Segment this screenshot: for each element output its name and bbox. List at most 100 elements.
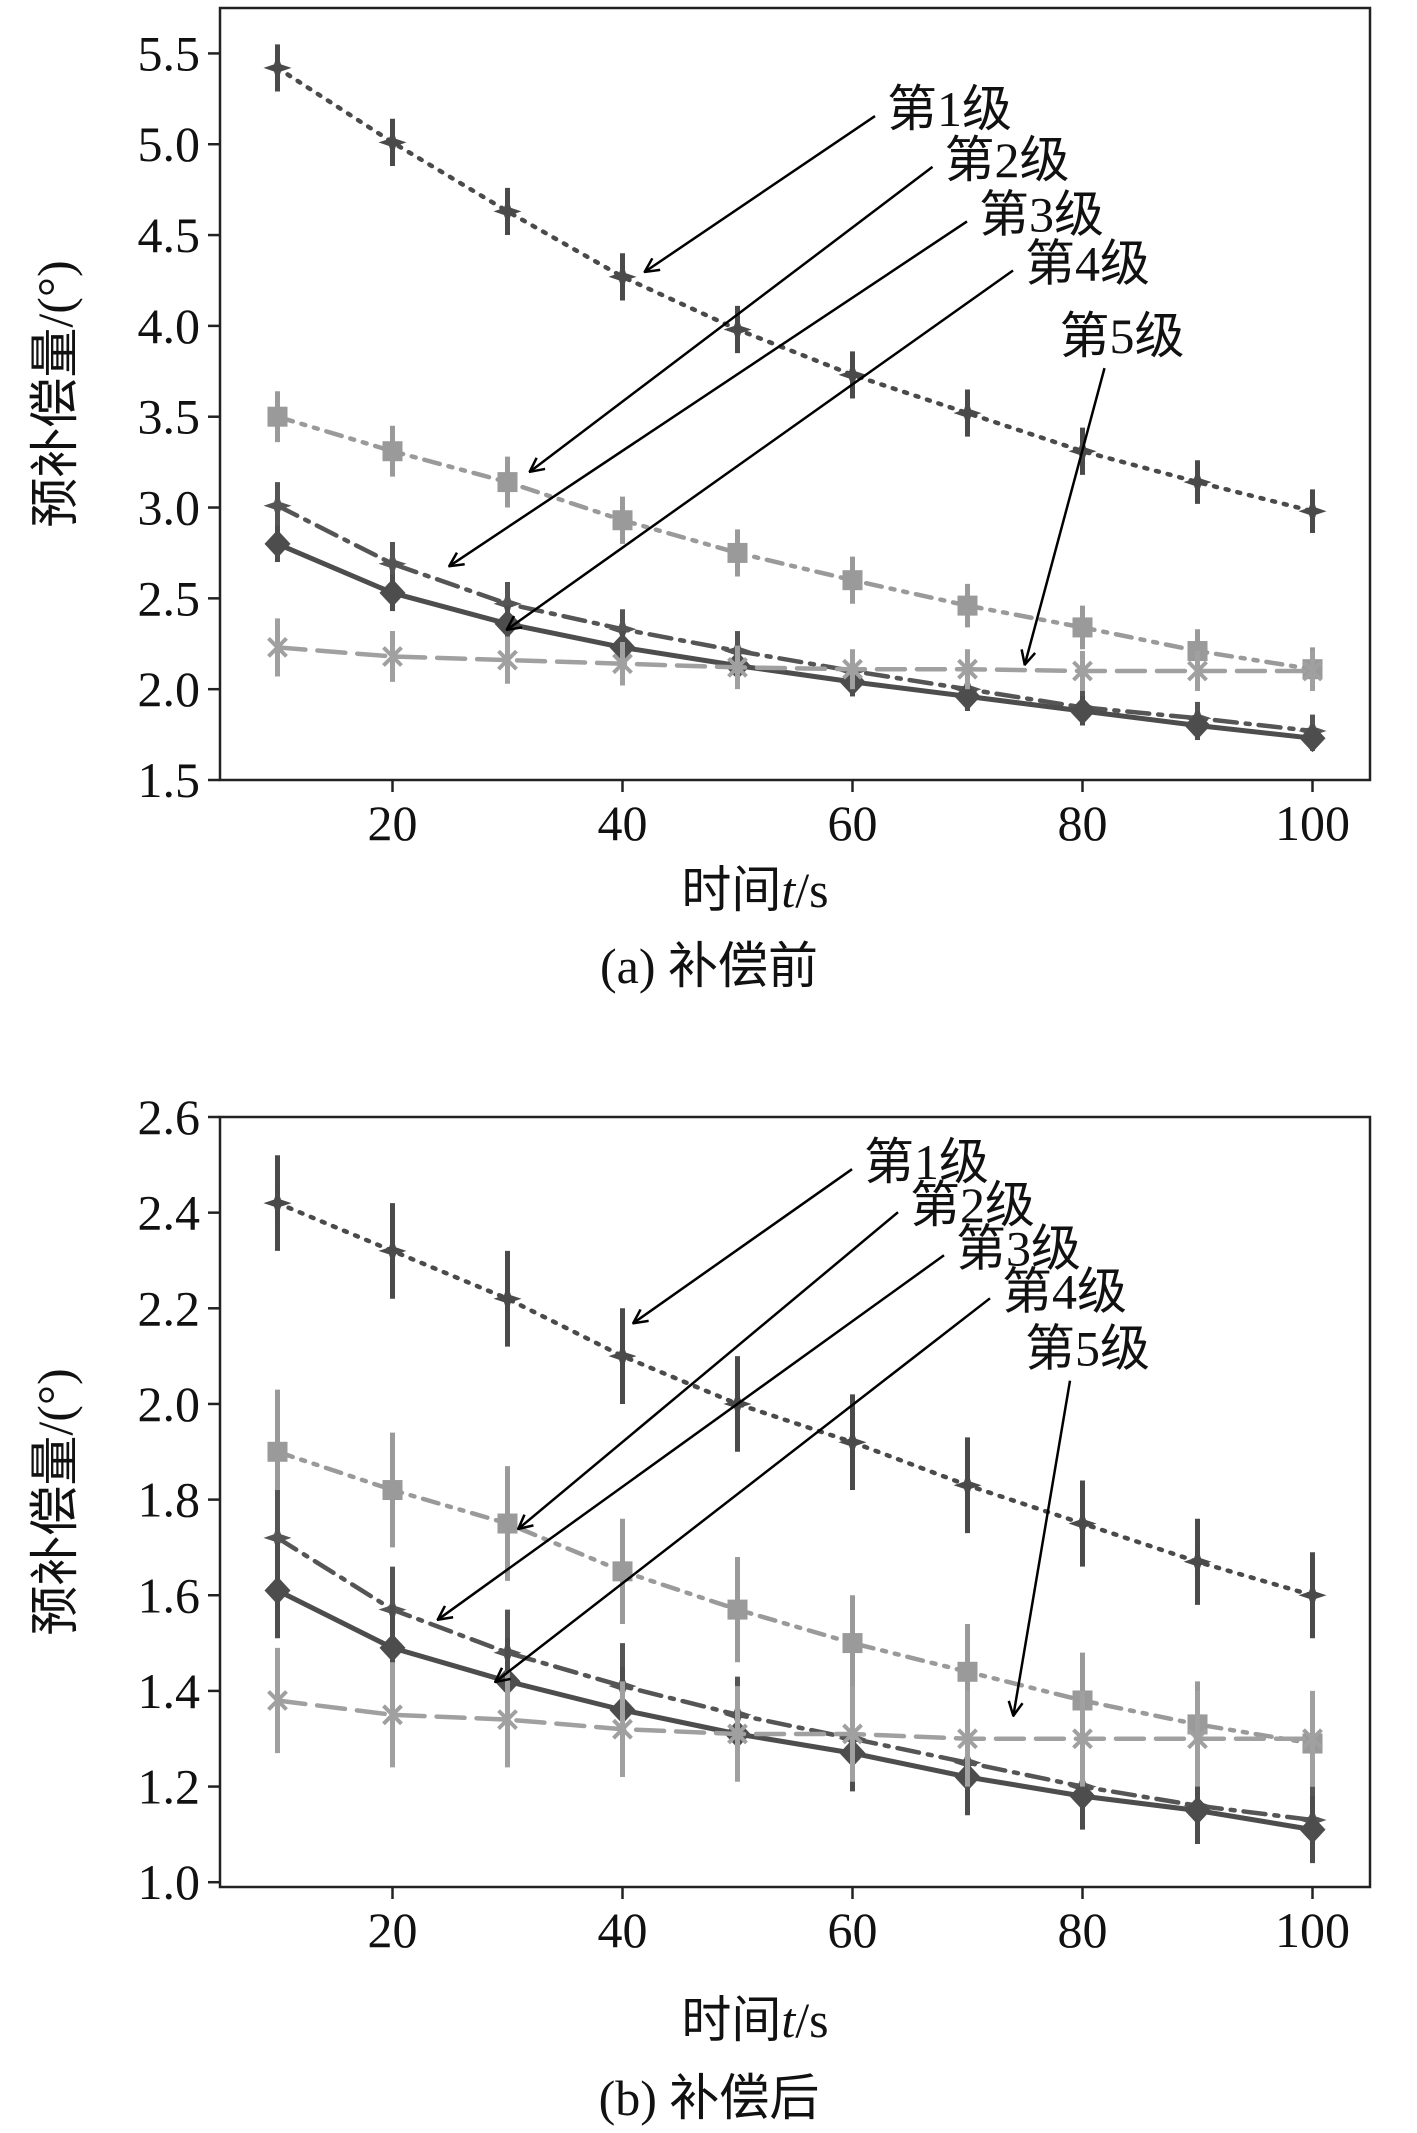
- data-point: [267, 636, 288, 658]
- x-axis-label-var: t: [781, 862, 796, 918]
- data-point: [957, 658, 978, 680]
- series-4: [264, 525, 1326, 753]
- chart-panel-a: 20 40 60 80 100 1.5 2.0 2.5 3.0 3.5 4.0 4.5 5.0 5.5 时间…: [27, 6, 1372, 994]
- data-point: [1187, 660, 1208, 682]
- series-1: [263, 1155, 1327, 1639]
- data-point: [263, 491, 292, 520]
- annotation-arrow: [531, 165, 934, 471]
- y-tick-label: 4.5: [138, 207, 201, 263]
- y-tick-label: 1.8: [138, 1472, 201, 1528]
- annotation-arrow: [508, 269, 1014, 629]
- data-point: [1302, 660, 1323, 682]
- data-point: [267, 1441, 288, 1462]
- series-line: [275, 65, 1315, 514]
- data-point: [957, 1661, 978, 1682]
- x-tick-label: 60: [828, 795, 878, 851]
- y-tick-label: 2.6: [138, 1089, 201, 1145]
- x-axis-label: 时间t/s: [681, 862, 828, 918]
- annotation-label: 第4级: [1002, 1263, 1127, 1319]
- series-4: [264, 1542, 1326, 1864]
- data-point: [497, 472, 518, 493]
- x-axis-label: 时间t/s: [681, 1992, 828, 2048]
- annotation-label: 第2级: [910, 1177, 1035, 1233]
- data-point: [727, 542, 748, 563]
- data-point: [382, 1704, 403, 1726]
- y-tick-label: 2.4: [138, 1185, 201, 1241]
- x-tick-label: 100: [1275, 1902, 1350, 1958]
- data-point: [1072, 617, 1093, 638]
- annotation-label: 第5级: [1025, 1321, 1150, 1377]
- x-axis-label-var: t: [781, 1992, 796, 2048]
- data-point: [842, 570, 863, 591]
- annotation-label: 第3级: [979, 186, 1104, 242]
- y-tick-label: 2.0: [138, 1376, 201, 1432]
- annotation-label: 第3级: [956, 1220, 1081, 1276]
- x-axis-label-unit: /s: [795, 1992, 828, 2048]
- data-point: [267, 406, 288, 427]
- data-point: [267, 1690, 288, 1711]
- data-point: [497, 1513, 518, 1534]
- x-axis-label-main: 时间: [681, 1992, 781, 2048]
- data-point: [838, 1428, 867, 1457]
- data-point: [1069, 696, 1096, 725]
- x-tick-label: 100: [1275, 795, 1350, 851]
- data-point: [493, 197, 522, 226]
- y-tick-label: 1.4: [138, 1663, 201, 1719]
- data-point: [1299, 724, 1326, 753]
- data-point: [263, 53, 292, 82]
- series-line: [275, 1449, 1315, 1746]
- chart-caption: (b) 补偿后: [599, 2070, 820, 2126]
- data-point: [1184, 1796, 1211, 1825]
- series-line: [275, 503, 1315, 734]
- data-point: [1068, 1509, 1097, 1538]
- y-axis-label: 预补偿量/(°): [27, 260, 83, 527]
- x-axis-label-unit: /s: [795, 862, 828, 918]
- series-line: [275, 541, 1315, 741]
- series-line: [275, 1588, 1315, 1833]
- series-line: [275, 1535, 1315, 1823]
- annotation-arrow: [519, 1211, 899, 1528]
- series-5: [267, 1647, 1323, 1787]
- series-line: [275, 414, 1315, 672]
- series-3: [263, 482, 1327, 748]
- series-line: [275, 1698, 1315, 1741]
- data-point: [612, 1561, 633, 1582]
- data-point: [1299, 1815, 1326, 1844]
- data-point: [1187, 1728, 1208, 1750]
- data-point: [723, 315, 752, 344]
- y-tick-label: 5.0: [138, 116, 201, 172]
- data-point: [842, 1723, 863, 1745]
- y-tick-label: 1.0: [138, 1854, 201, 1910]
- annotation-label: 第5级: [1060, 308, 1185, 364]
- data-point: [1183, 1547, 1212, 1576]
- y-tick-label: 3.5: [138, 389, 201, 445]
- data-point: [727, 656, 748, 678]
- data-point: [263, 1523, 292, 1552]
- data-point: [264, 529, 291, 558]
- data-point: [497, 649, 518, 671]
- annotation-arrow: [439, 1254, 945, 1619]
- y-tick-label: 1.5: [138, 752, 201, 808]
- x-tick-label: 40: [598, 795, 648, 851]
- data-point: [382, 646, 403, 667]
- annotation-arrow: [1014, 1380, 1072, 1715]
- annotation-arrow: [646, 115, 876, 271]
- x-axis-label-main: 时间: [681, 862, 781, 918]
- data-point: [957, 595, 978, 616]
- y-tick-label: 2.0: [138, 661, 201, 717]
- data-point: [378, 1236, 407, 1265]
- y-tick-label: 3.0: [138, 480, 201, 536]
- data-point: [493, 589, 522, 618]
- annotation-arrow: [496, 1297, 991, 1681]
- annotation-label: 第1级: [864, 1134, 989, 1190]
- data-point: [727, 1723, 748, 1745]
- data-point: [1184, 711, 1211, 740]
- data-point: [953, 399, 982, 428]
- data-point: [608, 262, 637, 291]
- data-point: [378, 128, 407, 157]
- data-point: [378, 549, 407, 578]
- plot-frame: [218, 1115, 1372, 1889]
- data-point: [727, 1599, 748, 1620]
- data-point: [842, 658, 863, 680]
